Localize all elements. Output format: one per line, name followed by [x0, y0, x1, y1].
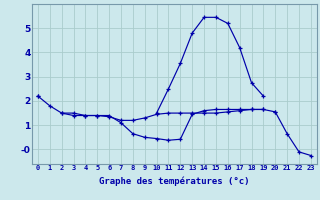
X-axis label: Graphe des températures (°c): Graphe des températures (°c)	[99, 177, 250, 186]
